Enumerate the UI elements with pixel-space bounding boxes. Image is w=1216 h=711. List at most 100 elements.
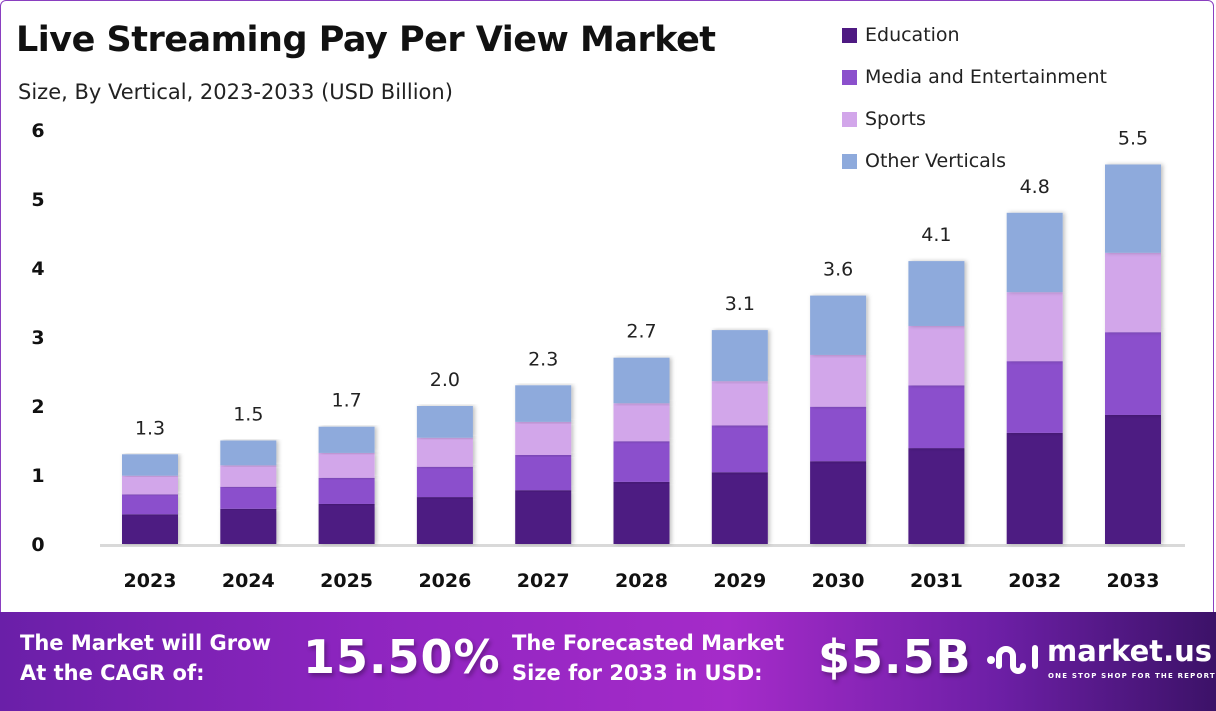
legend-swatch xyxy=(842,69,857,85)
x-tick-label: 2027 xyxy=(517,570,570,592)
bar-segment-media-and-entertainment xyxy=(1006,361,1063,433)
bar-segment-other-verticals xyxy=(1006,212,1063,293)
chart-subtitle: Size, By Vertical, 2023-2033 (USD Billio… xyxy=(18,80,453,104)
bar-segment-media-and-entertainment xyxy=(908,385,965,449)
footer-banner: The Market will Grow At the CAGR of: 15.… xyxy=(0,612,1216,711)
bar-segment-other-verticals xyxy=(613,357,670,404)
x-tick-label: 2025 xyxy=(320,570,373,592)
bar-segment-media-and-entertainment xyxy=(416,466,473,498)
bar-segment-media-and-entertainment xyxy=(1105,332,1161,415)
y-tick-label: 0 xyxy=(31,534,44,556)
bar-segment-sports xyxy=(613,403,670,442)
legend-label: Education xyxy=(865,24,960,46)
y-tick-label: 4 xyxy=(31,258,44,280)
total-data-label: 2.3 xyxy=(528,348,558,370)
total-data-label: 2.0 xyxy=(430,369,460,391)
y-tick-label: 6 xyxy=(31,120,44,142)
bar-segment-education xyxy=(318,503,375,544)
bar-segment-other-verticals xyxy=(416,406,473,438)
bar-segment-sports xyxy=(1105,252,1161,333)
total-data-label: 5.5 xyxy=(1118,128,1148,150)
total-data-label: 1.5 xyxy=(233,404,263,426)
legend-item: Other Verticals xyxy=(842,140,1107,182)
bar-segment-media-and-entertainment xyxy=(515,454,572,491)
stacked-bar-chart: 0 1 2 3 4 5 6 1.3 2023 1.5 2024 1.7 2025 2.0 2026 2.3 20… xyxy=(31,120,1185,592)
total-data-label: 1.7 xyxy=(331,390,361,412)
bar-segment-media-and-entertainment xyxy=(220,486,277,509)
bar-segment-education xyxy=(1006,432,1063,544)
total-data-label: 3.1 xyxy=(725,293,755,315)
bar-segment-sports xyxy=(908,325,965,386)
legend-item: Education xyxy=(842,14,1107,56)
bar-segment-media-and-entertainment xyxy=(810,406,867,462)
bar-segment-media-and-entertainment xyxy=(122,494,178,515)
x-tick-label: 2032 xyxy=(1008,570,1061,592)
x-tick-label: 2033 xyxy=(1107,570,1160,592)
bar-segment-other-verticals xyxy=(122,454,178,476)
bar-segment-sports xyxy=(318,452,375,478)
total-data-label: 3.6 xyxy=(823,259,853,281)
bar-segment-education xyxy=(515,490,572,544)
cagr-label-line2: At the CAGR of: xyxy=(20,661,205,685)
market-us-logo: market.us ONE STOP SHOP FOR THE REPORTS xyxy=(985,634,1216,689)
y-tick-label: 3 xyxy=(31,327,44,349)
forecast-label: The Forecasted Market Size for 2033 in U… xyxy=(512,628,784,688)
legend-swatch xyxy=(842,27,857,43)
bar-segment-education xyxy=(908,448,965,544)
logo-name: market.us xyxy=(1047,634,1213,668)
bar-segment-media-and-entertainment xyxy=(318,477,375,504)
bar-segment-education xyxy=(122,514,178,544)
total-data-label: 4.8 xyxy=(1020,176,1050,198)
total-data-label: 4.1 xyxy=(921,224,951,246)
bar-segment-media-and-entertainment xyxy=(613,441,670,482)
y-tick-label: 1 xyxy=(31,465,44,487)
bar-segment-education xyxy=(810,461,867,544)
legend-item: Sports xyxy=(842,98,1107,140)
bar-segment-sports xyxy=(515,421,572,455)
bar-segment-sports xyxy=(122,475,178,495)
logo-tagline: ONE STOP SHOP FOR THE REPORTS xyxy=(1048,672,1216,680)
forecast-label-line2: Size for 2033 in USD: xyxy=(512,661,763,685)
x-tick-label: 2024 xyxy=(222,570,275,592)
bar-segment-media-and-entertainment xyxy=(711,425,768,473)
bar-segment-other-verticals xyxy=(220,440,277,466)
legend: Education Media and Entertainment Sports Ot… xyxy=(842,14,1107,182)
bar-segment-other-verticals xyxy=(908,261,965,326)
y-tick-label: 5 xyxy=(31,189,44,211)
legend-label: Other Verticals xyxy=(865,150,1007,172)
forecast-value: $5.5B xyxy=(818,630,972,684)
bar-segment-sports xyxy=(416,437,473,467)
legend-swatch xyxy=(842,111,857,127)
x-tick-label: 2023 xyxy=(124,570,177,592)
bar-segment-other-verticals xyxy=(711,330,768,382)
bar-segment-sports xyxy=(810,354,867,407)
cagr-label: The Market will Grow At the CAGR of: xyxy=(20,628,271,688)
cagr-value: 15.50% xyxy=(303,630,501,684)
legend-label: Media and Entertainment xyxy=(865,66,1107,88)
legend-label: Sports xyxy=(865,108,926,130)
legend-swatch xyxy=(842,153,857,169)
bar-segment-sports xyxy=(220,465,277,487)
bar-segment-sports xyxy=(1006,292,1063,362)
logo-mark-icon xyxy=(987,645,1038,674)
bar-segment-education xyxy=(711,472,768,544)
bar-segment-other-verticals xyxy=(318,426,375,453)
chart-title: Live Streaming Pay Per View Market xyxy=(16,20,716,60)
bar-segment-other-verticals xyxy=(1105,164,1161,253)
bar-segment-education xyxy=(1105,414,1161,544)
x-tick-label: 2031 xyxy=(910,570,963,592)
total-data-label: 1.3 xyxy=(135,417,165,439)
bar-segment-other-verticals xyxy=(515,385,572,422)
bar-segment-education xyxy=(416,497,473,544)
x-tick-label: 2029 xyxy=(713,570,766,592)
x-tick-label: 2030 xyxy=(812,570,865,592)
forecast-label-line1: The Forecasted Market xyxy=(512,631,785,655)
x-tick-label: 2026 xyxy=(418,570,471,592)
cagr-label-line1: The Market will Grow xyxy=(20,631,271,655)
bar-segment-education xyxy=(220,508,277,544)
bar-segment-sports xyxy=(711,381,768,426)
x-tick-label: 2028 xyxy=(615,570,668,592)
y-tick-label: 2 xyxy=(31,396,44,418)
bar-segment-education xyxy=(613,481,670,544)
bar-segment-other-verticals xyxy=(810,295,867,355)
